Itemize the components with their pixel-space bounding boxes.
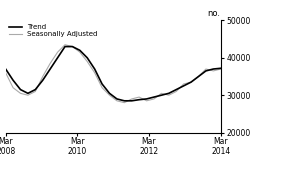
Trend <box>19 89 22 91</box>
Legend: Trend, Seasonally Adjusted: Trend, Seasonally Adjusted <box>8 22 99 39</box>
Seasonally Adjusted <box>130 98 134 100</box>
Seasonally Adjusted <box>219 68 222 70</box>
Seasonally Adjusted <box>123 102 126 104</box>
Trend <box>85 57 89 59</box>
Seasonally Adjusted <box>138 96 141 98</box>
Seasonally Adjusted <box>26 94 30 96</box>
Seasonally Adjusted <box>145 100 148 102</box>
Seasonally Adjusted <box>115 100 119 102</box>
Seasonally Adjusted <box>34 90 37 92</box>
Seasonally Adjusted <box>48 62 52 64</box>
Trend <box>34 89 37 91</box>
Seasonally Adjusted <box>63 44 67 46</box>
Seasonally Adjusted <box>160 92 163 94</box>
Trend <box>78 49 82 51</box>
Seasonally Adjusted <box>212 70 215 72</box>
Seasonally Adjusted <box>11 87 15 89</box>
Seasonally Adjusted <box>85 61 89 63</box>
Trend <box>108 92 111 94</box>
Seasonally Adjusted <box>197 75 200 78</box>
Trend <box>138 99 141 101</box>
Seasonally Adjusted <box>56 51 59 53</box>
Trend <box>212 68 215 70</box>
Trend <box>115 98 119 100</box>
Trend <box>63 46 67 48</box>
Seasonally Adjusted <box>4 72 7 74</box>
Line: Trend: Trend <box>6 47 221 101</box>
Trend <box>100 83 104 85</box>
Trend <box>41 79 44 81</box>
Trend <box>130 100 134 102</box>
Seasonally Adjusted <box>152 98 156 100</box>
Seasonally Adjusted <box>93 72 96 74</box>
Seasonally Adjusted <box>78 51 82 53</box>
Trend <box>4 68 7 70</box>
Trend <box>204 70 208 72</box>
Trend <box>175 89 178 91</box>
Trend <box>160 94 163 96</box>
Trend <box>26 92 30 94</box>
Trend <box>71 46 74 48</box>
Trend <box>123 100 126 102</box>
Trend <box>189 81 193 83</box>
Seasonally Adjusted <box>108 94 111 96</box>
Trend <box>152 96 156 98</box>
Trend <box>167 92 171 94</box>
Trend <box>11 79 15 81</box>
Trend <box>197 75 200 78</box>
Seasonally Adjusted <box>19 92 22 94</box>
Trend <box>93 68 96 70</box>
Trend <box>145 98 148 100</box>
Line: Seasonally Adjusted: Seasonally Adjusted <box>6 45 221 103</box>
Seasonally Adjusted <box>167 94 171 96</box>
Seasonally Adjusted <box>182 83 185 85</box>
Seasonally Adjusted <box>41 75 44 78</box>
Seasonally Adjusted <box>204 68 208 70</box>
Seasonally Adjusted <box>71 46 74 48</box>
Seasonally Adjusted <box>100 87 104 89</box>
Seasonally Adjusted <box>175 90 178 92</box>
Trend <box>48 68 52 70</box>
Text: no.: no. <box>208 9 221 18</box>
Seasonally Adjusted <box>189 81 193 83</box>
Trend <box>219 67 222 69</box>
Trend <box>56 57 59 59</box>
Trend <box>182 85 185 87</box>
